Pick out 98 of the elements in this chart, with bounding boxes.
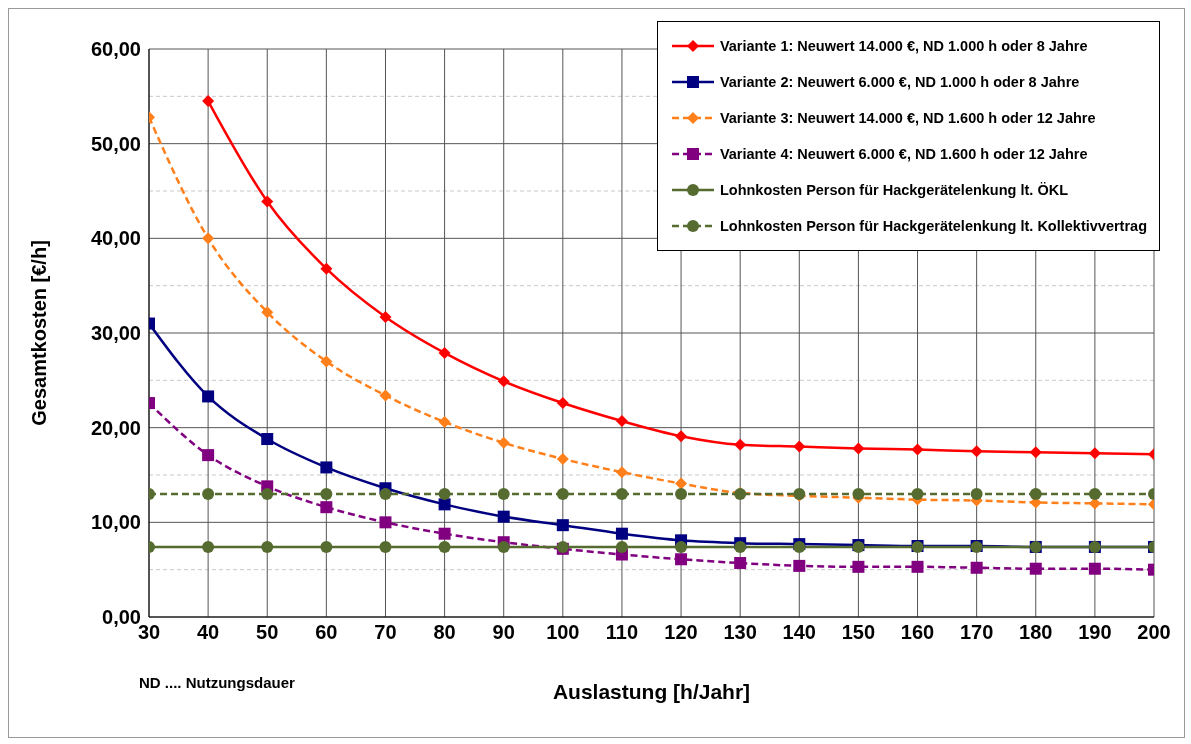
x-axis-title: Auslastung [h/Jahr]: [552, 680, 751, 703]
text: ND .... Nutzungsdauer: [139, 674, 295, 691]
point: [202, 95, 215, 108]
point: [320, 355, 333, 368]
point: [497, 487, 510, 500]
point: [911, 443, 924, 456]
point: [261, 195, 274, 208]
point: [615, 487, 628, 500]
point: [379, 487, 392, 500]
point: [615, 527, 628, 540]
point: [1029, 487, 1042, 500]
y-tick-label: 10,00: [90, 511, 141, 534]
x-tick-label: 70: [374, 621, 397, 644]
point: [438, 540, 451, 553]
point: [852, 560, 865, 573]
point: [497, 436, 510, 449]
legend-label: Variante 4: Neuwert 6.000 €, ND 1.600 h oder 12 Jahre: [719, 146, 1088, 162]
point: [497, 540, 510, 553]
point: [852, 487, 865, 500]
point: [675, 553, 688, 566]
x-tick-label: 180: [1019, 621, 1053, 644]
point: [1088, 447, 1101, 460]
point: [556, 519, 569, 532]
point: [1029, 446, 1042, 459]
point: [379, 389, 392, 402]
point: [970, 445, 983, 458]
point: [320, 487, 333, 500]
point: [675, 430, 688, 443]
point: [734, 438, 747, 451]
point: [497, 510, 510, 523]
x-tick-label: 40: [196, 621, 220, 644]
point: [970, 487, 983, 500]
legend-label: Variante 1: Neuwert 14.000 €, ND 1.000 h oder 8 Jahre: [719, 38, 1088, 54]
x-tick-label: 90: [492, 621, 515, 644]
x-tick-label: 190: [1078, 621, 1112, 644]
x-tick-label: 160: [900, 621, 935, 644]
y-tick-label: 60,00: [90, 38, 141, 61]
point: [615, 466, 628, 479]
point: [438, 487, 451, 500]
x-tick-label: 140: [782, 621, 816, 644]
point: [734, 557, 747, 570]
y-tick-label: 40,00: [90, 227, 141, 250]
point: [911, 560, 924, 573]
point: [202, 232, 215, 245]
point: [261, 540, 274, 553]
x-tick-label: 80: [433, 621, 456, 644]
point: [438, 527, 451, 540]
point: [1088, 487, 1101, 500]
point: [438, 346, 451, 359]
legend-label: Lohnkosten Person für Hackgerätelenkung lt. Kollektivvertrag: [719, 218, 1147, 234]
x-tick-label: 110: [605, 621, 639, 644]
point: [675, 540, 688, 553]
point: [793, 440, 806, 453]
point: [1088, 562, 1101, 575]
point: [675, 487, 688, 500]
point: [202, 487, 215, 500]
x-tick-label: 120: [664, 621, 698, 644]
point: [556, 397, 569, 410]
point: [615, 415, 628, 428]
legend-label: Variante 2: Neuwert 6.000 €, ND 1.000 h oder 8 Jahre: [719, 74, 1080, 90]
point: [202, 540, 215, 553]
point: [438, 415, 451, 428]
point: [852, 442, 865, 455]
point: [675, 477, 688, 490]
y-tick-label: 50,00: [90, 132, 141, 155]
point: [1029, 562, 1042, 575]
y-axis-title: Gesamtkosten [€/h]: [28, 240, 51, 426]
point: [202, 390, 215, 403]
point: [261, 433, 274, 446]
x-tick-label: 50: [256, 621, 279, 644]
point: [320, 461, 333, 474]
point: [320, 262, 333, 275]
point: [793, 559, 806, 572]
point: [261, 487, 274, 500]
point: [556, 487, 569, 500]
point: [202, 449, 215, 462]
point: [438, 498, 451, 511]
point: [320, 540, 333, 553]
x-tick-label: 130: [723, 621, 757, 644]
point: [320, 501, 333, 514]
y-tick-label: 30,00: [90, 322, 141, 345]
point: [615, 540, 628, 553]
x-tick-label: 200: [1137, 621, 1171, 644]
y-tick-label: 20,00: [90, 416, 141, 439]
x-tick-label: 100: [546, 621, 580, 644]
point: [379, 516, 392, 529]
point: [970, 561, 983, 574]
point: [556, 452, 569, 465]
point: [379, 540, 392, 553]
x-tick-label: 150: [841, 621, 876, 644]
point: [261, 306, 274, 319]
point: [497, 375, 510, 388]
x-tick-label: 170: [959, 621, 994, 644]
legend-label: Lohnkosten Person für Hackgerätelenkung lt. ÖKL: [719, 182, 1068, 198]
point: [911, 487, 924, 500]
point: [379, 310, 392, 323]
x-tick-label: 60: [315, 621, 338, 644]
legend-label: Variante 3: Neuwert 14.000 €, ND 1.600 h oder 12 Jahre: [719, 110, 1096, 126]
